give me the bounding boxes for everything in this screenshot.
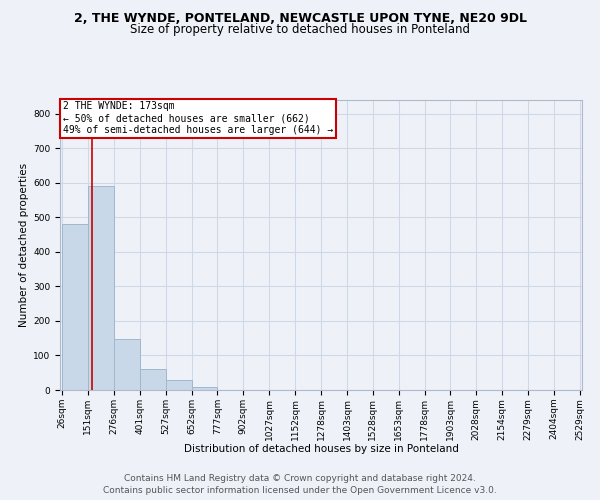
Text: 2, THE WYNDE, PONTELAND, NEWCASTLE UPON TYNE, NE20 9DL: 2, THE WYNDE, PONTELAND, NEWCASTLE UPON … xyxy=(74,12,527,26)
X-axis label: Distribution of detached houses by size in Ponteland: Distribution of detached houses by size … xyxy=(184,444,458,454)
Bar xyxy=(62,224,88,390)
Bar xyxy=(114,339,140,390)
Bar xyxy=(166,380,191,390)
Y-axis label: Number of detached properties: Number of detached properties xyxy=(19,163,29,327)
Bar xyxy=(191,386,217,390)
Text: Size of property relative to detached houses in Ponteland: Size of property relative to detached ho… xyxy=(130,22,470,36)
Bar xyxy=(140,368,166,390)
Text: 2 THE WYNDE: 173sqm
← 50% of detached houses are smaller (662)
49% of semi-detac: 2 THE WYNDE: 173sqm ← 50% of detached ho… xyxy=(62,102,333,134)
Text: Contains HM Land Registry data © Crown copyright and database right 2024.
Contai: Contains HM Land Registry data © Crown c… xyxy=(103,474,497,495)
Bar xyxy=(88,186,114,390)
